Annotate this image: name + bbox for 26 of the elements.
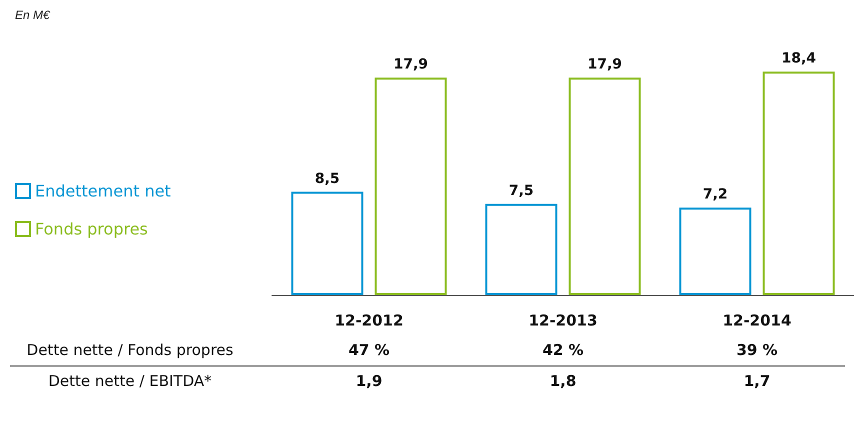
text: Dette nette / Fonds propres xyxy=(26,341,234,359)
x-tick-label: 12-2013 xyxy=(528,312,598,330)
data-label: 8,5 xyxy=(314,170,340,187)
data-label: 17,9 xyxy=(393,56,428,73)
text: Dette nette / EBITDA* xyxy=(48,372,212,390)
bar xyxy=(762,72,835,295)
legend-label: Endettement net xyxy=(35,182,171,200)
text: En M€ xyxy=(15,8,52,22)
data-label: 7,2 xyxy=(702,186,728,203)
text: 47 % xyxy=(348,341,390,359)
data-label: 18,4 xyxy=(781,50,816,67)
bar xyxy=(374,78,447,295)
bar xyxy=(291,192,364,295)
bar xyxy=(679,208,752,295)
text: 1,7 xyxy=(744,372,770,390)
bar xyxy=(485,204,558,295)
x-tick-label: 12-2012 xyxy=(334,312,404,330)
text: 39 % xyxy=(736,341,778,359)
legend-label: Fonds propres xyxy=(35,220,148,238)
text: 1,8 xyxy=(550,372,576,390)
bar xyxy=(568,78,641,295)
text: 1,9 xyxy=(356,372,382,390)
text: 42 % xyxy=(542,341,584,359)
data-label: 17,9 xyxy=(587,56,622,73)
x-tick-label: 12-2014 xyxy=(722,312,792,330)
data-label: 7,5 xyxy=(508,182,534,199)
